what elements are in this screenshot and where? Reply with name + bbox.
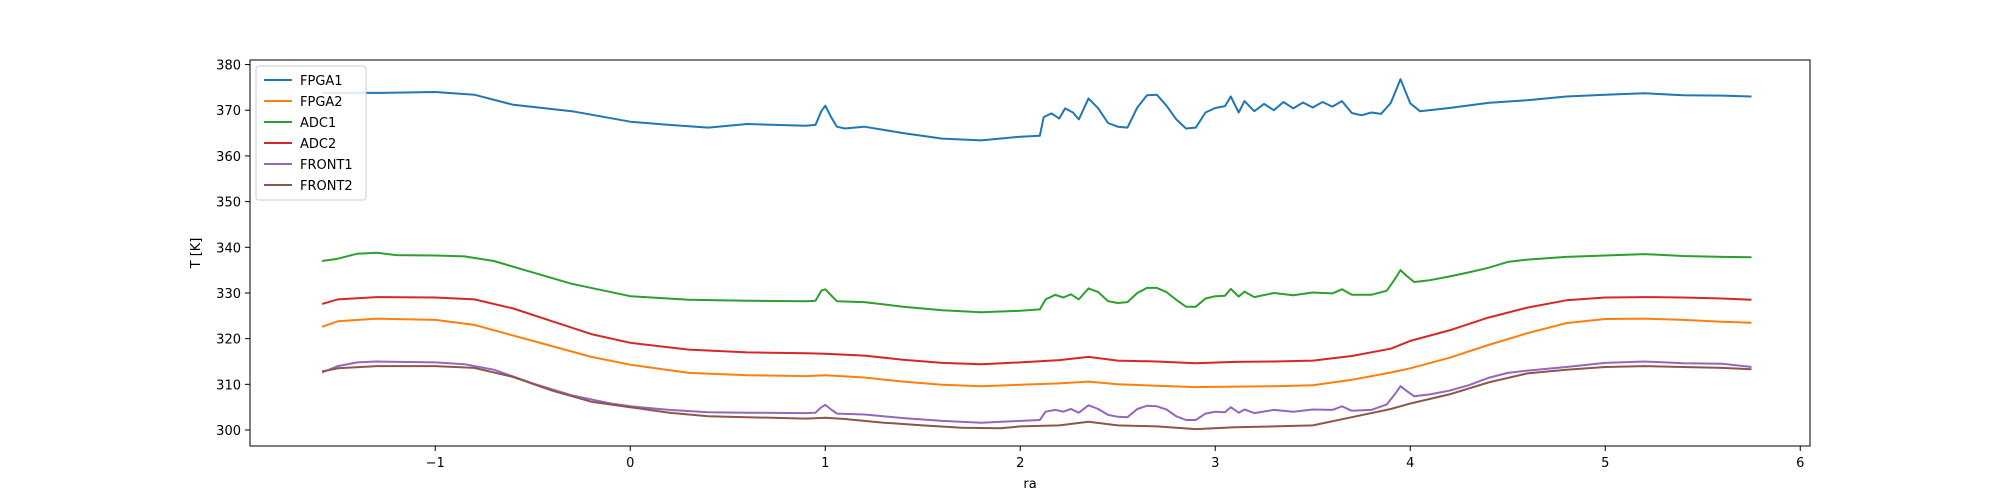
y-tick-label: 380: [216, 59, 241, 74]
series-layer: [321, 78, 1752, 431]
y-tick-label: 360: [216, 150, 241, 165]
legend-label: ADC2: [300, 137, 336, 152]
series-line-fpga1: [322, 78, 1752, 142]
series-line-front2: [321, 365, 1752, 431]
plot-area: [250, 60, 1810, 446]
series-line-adc2: [321, 296, 1752, 366]
x-tick-label: −1: [426, 456, 445, 471]
x-tick-label: 4: [1406, 456, 1414, 471]
series-line-front1: [321, 360, 1752, 424]
x-axis-label: ra: [1023, 477, 1036, 492]
axes-frame: [249, 59, 1811, 447]
legend-label: FRONT2: [300, 179, 353, 194]
legend-label: ADC1: [300, 116, 336, 131]
x-axis: −1 0 1 2 3 4 5 6: [426, 446, 1804, 471]
y-tick-label: 310: [216, 378, 241, 393]
x-tick-label: 3: [1211, 456, 1219, 471]
y-tick-label: 300: [216, 424, 241, 439]
x-tick-label: 1: [821, 456, 829, 471]
x-tick-label: 2: [1016, 456, 1024, 471]
legend-box: [255, 65, 367, 201]
y-tick-label: 320: [216, 333, 241, 348]
legend-label: FPGA2: [300, 95, 343, 110]
y-axis: 300 310 320 330 340 350 360 370 380: [216, 59, 250, 439]
y-tick-label: 340: [216, 241, 241, 256]
x-tick-label: 6: [1796, 456, 1804, 471]
series-line-adc1: [321, 251, 1752, 314]
y-tick-label: 370: [216, 104, 241, 119]
y-tick-label: 330: [216, 287, 241, 302]
x-tick-label: 0: [626, 456, 634, 471]
series-line-fpga2: [321, 317, 1752, 389]
y-axis-label: T [K]: [189, 238, 204, 270]
legend: FPGA1 FPGA2 ADC1 ADC2 FRONT1 FRONT2: [255, 65, 367, 201]
x-tick-label: 5: [1601, 456, 1609, 471]
y-tick-label: 350: [216, 196, 241, 211]
legend-label: FPGA1: [300, 74, 343, 89]
legend-label: FRONT1: [300, 158, 353, 173]
